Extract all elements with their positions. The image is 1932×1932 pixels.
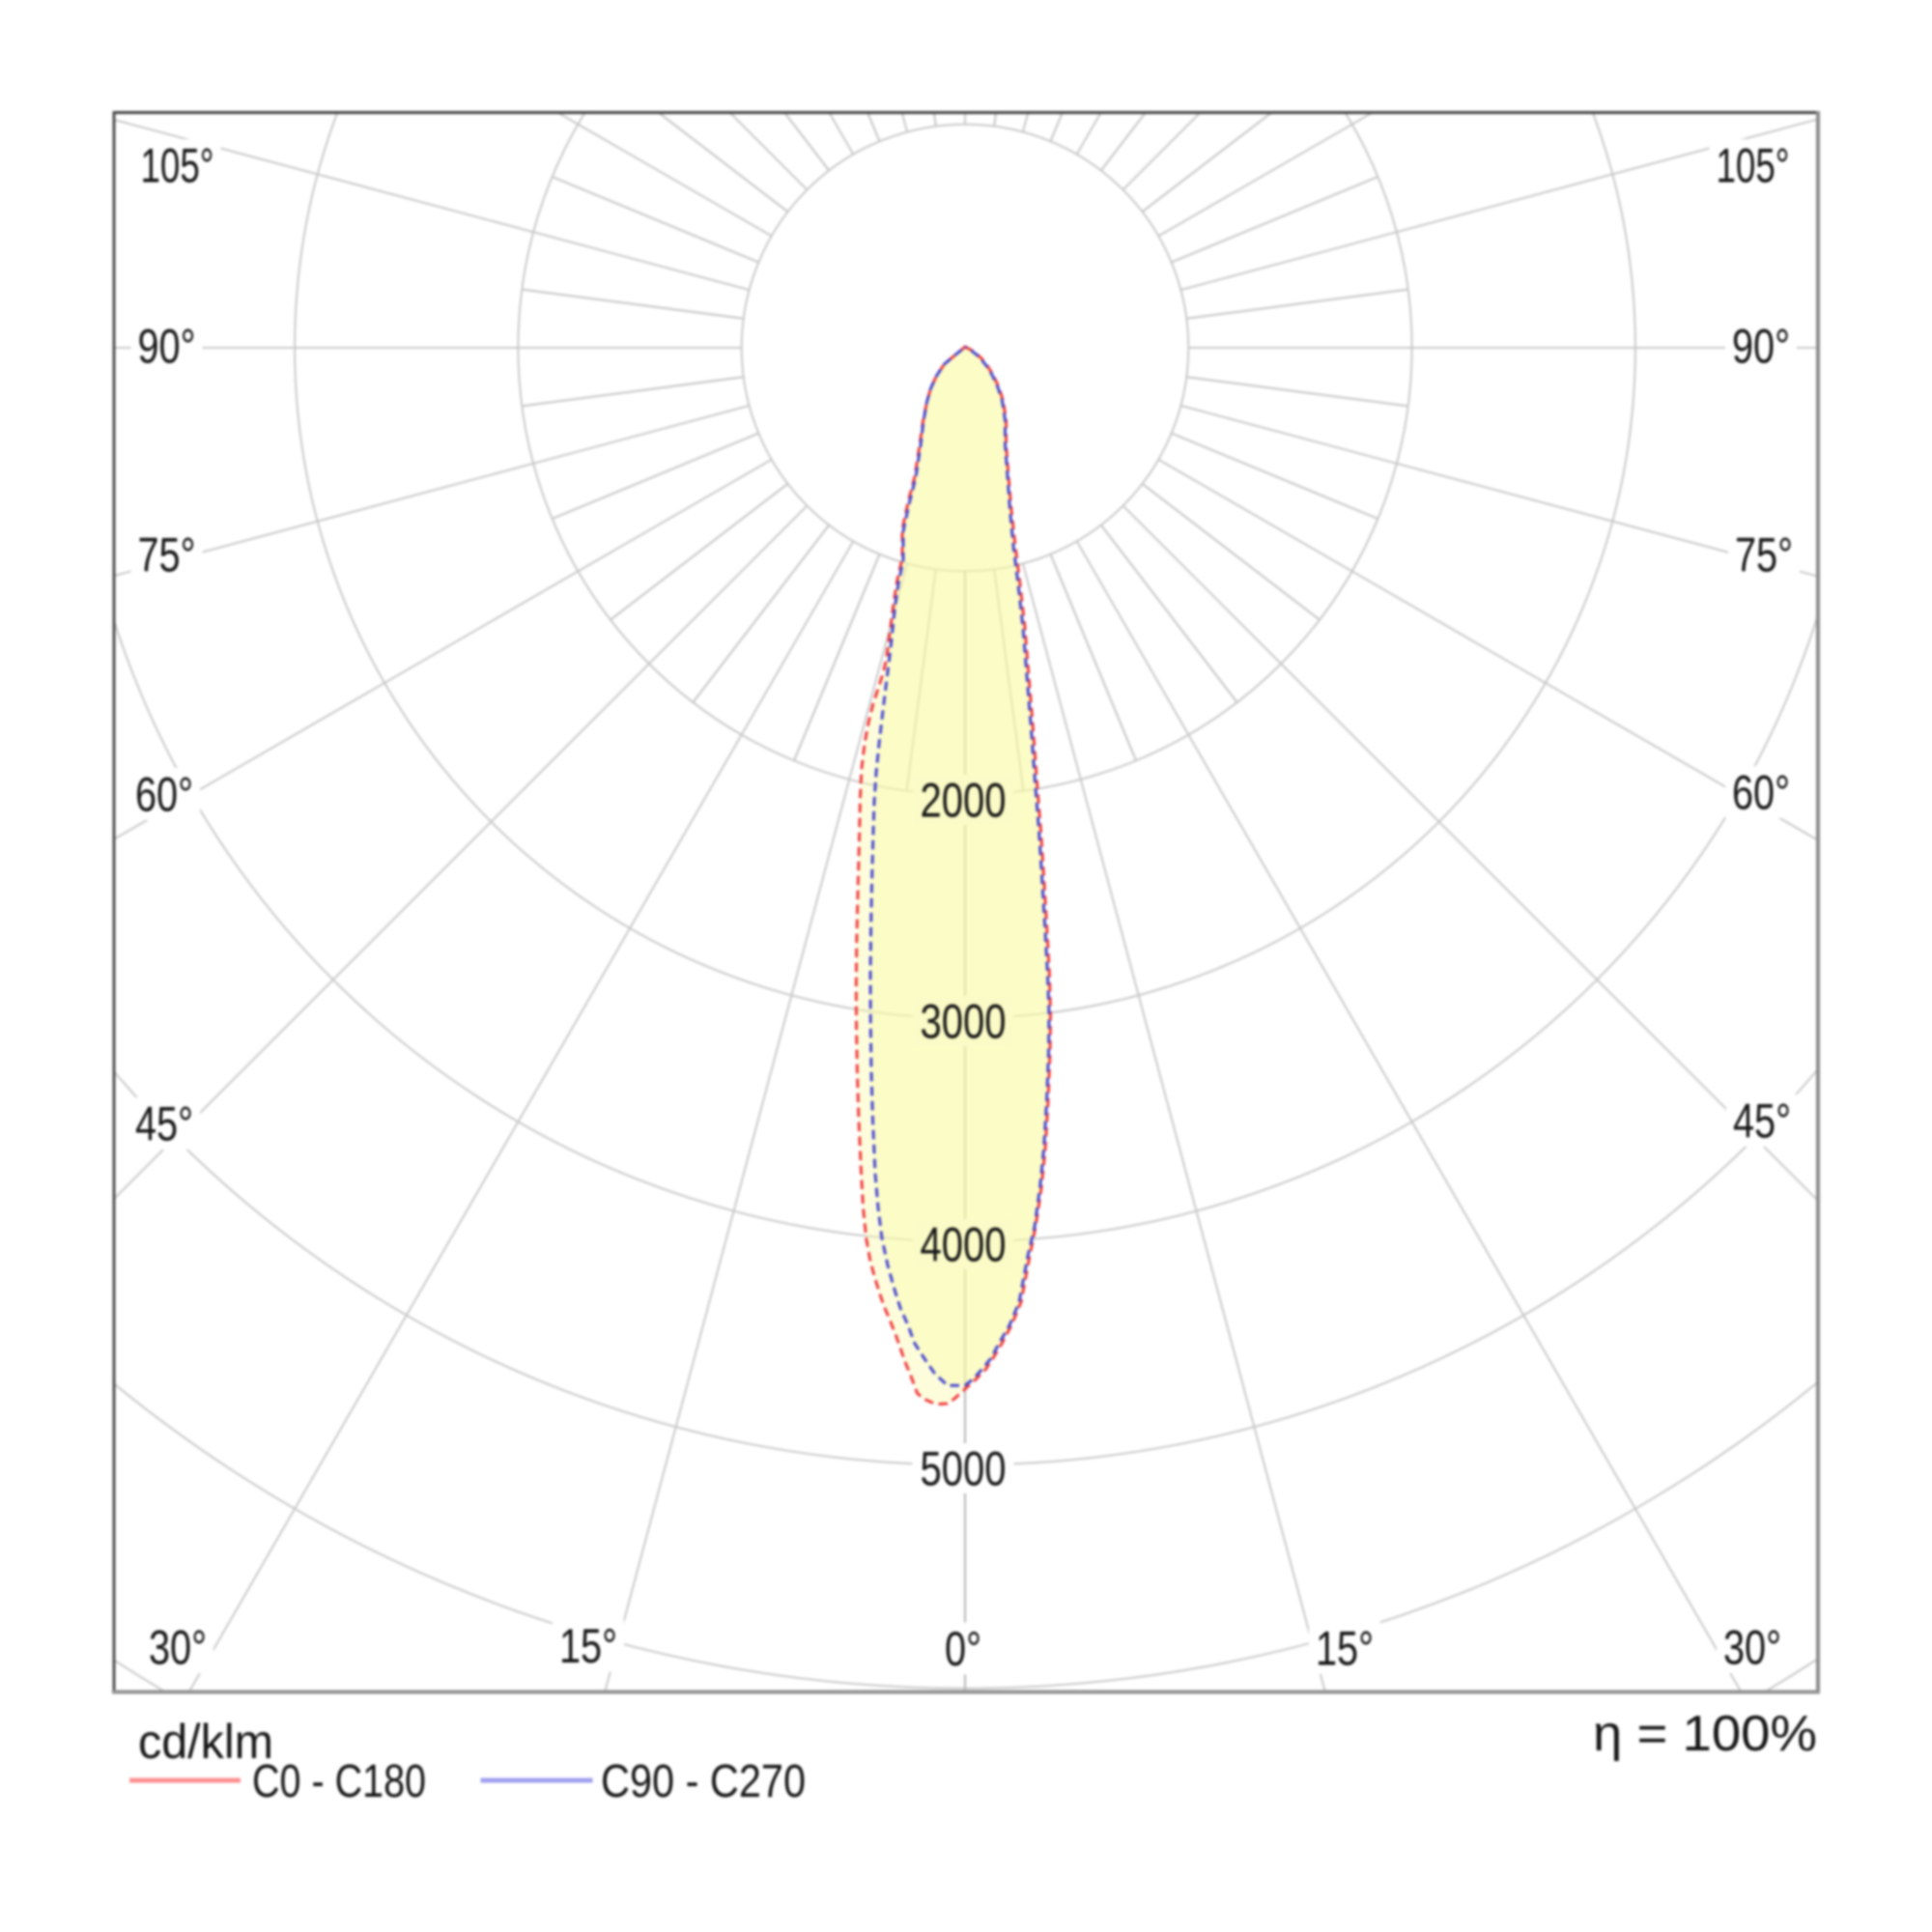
svg-text:75°: 75° [138,528,196,582]
svg-text:45°: 45° [135,1097,193,1151]
svg-text:105°: 105° [141,139,214,193]
svg-text:90°: 90° [138,320,196,374]
svg-text:15°: 15° [559,1619,617,1673]
svg-text:15°: 15° [1316,1622,1374,1676]
svg-text:75°: 75° [1735,528,1793,582]
svg-text:45°: 45° [1733,1094,1791,1149]
svg-text:cd/klm: cd/klm [138,1715,273,1769]
svg-text:C90 - C270: C90 - C270 [601,1756,806,1807]
svg-text:105°: 105° [1717,139,1790,193]
svg-text:90°: 90° [1732,320,1790,374]
svg-text:C0 - C180: C0 - C180 [252,1756,426,1807]
svg-text:0°: 0° [945,1622,981,1676]
svg-text:60°: 60° [135,768,193,822]
svg-text:5000: 5000 [921,1442,1007,1496]
svg-text:3000: 3000 [921,995,1007,1049]
svg-text:60°: 60° [1732,766,1790,820]
svg-text:2000: 2000 [921,774,1007,828]
svg-text:30°: 30° [1723,1621,1781,1675]
svg-text:η = 100%: η = 100% [1593,1706,1817,1762]
svg-text:4000: 4000 [921,1218,1007,1272]
svg-text:30°: 30° [149,1621,207,1675]
